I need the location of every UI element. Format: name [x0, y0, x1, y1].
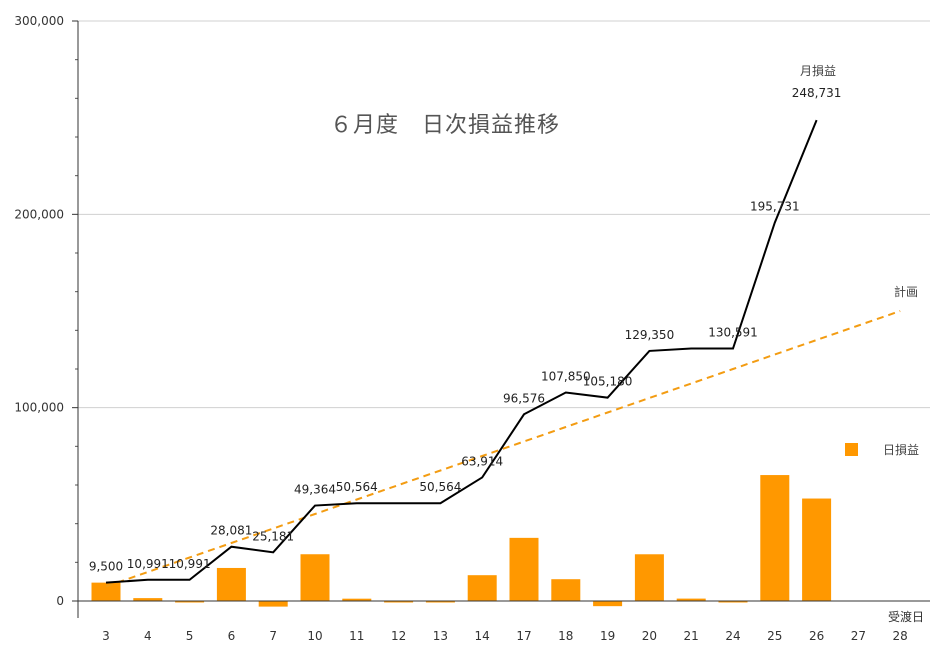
- data-label-monthly: 50,564: [419, 480, 461, 494]
- x-tick-label: 18: [558, 629, 573, 643]
- bar-daily: [634, 554, 664, 601]
- legend: 日損益: [845, 442, 919, 457]
- data-label-monthly: 107,850: [541, 369, 591, 383]
- bar-daily: [133, 598, 163, 601]
- x-tick-label: 4: [144, 629, 152, 643]
- bar-daily: [593, 601, 623, 607]
- chart-title: ６月度 日次損益推移: [330, 113, 560, 138]
- x-tick-label: 6: [228, 629, 236, 643]
- bar-daily: [467, 575, 497, 601]
- x-tick-label: 28: [893, 629, 908, 643]
- data-label-monthly: 49,364: [294, 483, 336, 497]
- bars: [91, 475, 832, 607]
- x-tick-label: 12: [391, 629, 406, 643]
- data-label-monthly: 130,591: [708, 326, 758, 340]
- bar-daily: [300, 554, 330, 601]
- x-tick-label: 14: [475, 629, 490, 643]
- data-label-monthly: 10,991: [127, 557, 169, 571]
- data-label-monthly: 248,731: [792, 86, 842, 100]
- data-label-monthly: 9,500: [89, 560, 123, 574]
- x-axis-label: 受渡日: [888, 609, 924, 624]
- x-tick-label: 20: [642, 629, 657, 643]
- series-line-monthly: [105, 119, 818, 584]
- data-label-monthly: 63,914: [461, 454, 503, 468]
- data-label-monthly: 25,181: [252, 529, 294, 543]
- legend-label-daily: 日損益: [883, 442, 919, 457]
- x-tick-label: 10: [307, 629, 322, 643]
- data-label-monthly: 195,731: [750, 200, 800, 214]
- series-line-plan: [105, 310, 901, 588]
- data-label-monthly: 105,180: [583, 375, 633, 389]
- x-tick-label: 11: [349, 629, 364, 643]
- bar-daily: [509, 537, 539, 601]
- x-tick-label: 24: [725, 629, 740, 643]
- x-tick-label: 17: [516, 629, 531, 643]
- data-label-monthly: 28,081: [210, 524, 252, 538]
- data-label-monthly: 10,991: [169, 557, 211, 571]
- bar-daily: [342, 598, 372, 601]
- data-label-monthly: 129,350: [625, 328, 675, 342]
- x-tick-label: 7: [269, 629, 277, 643]
- bar-daily: [551, 579, 581, 601]
- x-tick-label: 27: [851, 629, 866, 643]
- data-label-monthly: 96,576: [503, 391, 545, 405]
- data-label-monthly: 50,564: [336, 480, 378, 494]
- series-label-monthly: 月損益: [800, 63, 836, 78]
- plan-line: [105, 310, 901, 588]
- bar-daily: [760, 475, 790, 601]
- x-tick-label: 5: [186, 629, 194, 643]
- legend-swatch-daily: [845, 443, 858, 456]
- bar-daily: [216, 567, 246, 601]
- y-tick-label: 200,000: [14, 207, 64, 221]
- month-line: [105, 119, 818, 584]
- x-tick-label: 26: [809, 629, 824, 643]
- series-label-plan: 計画: [894, 284, 918, 299]
- axes: 0 100,000 200,000 300,000 3 4 5 6 7 10 11 12 13 14 17 1…: [14, 14, 930, 643]
- x-tick-label: 13: [433, 629, 448, 643]
- bar-daily: [676, 598, 706, 601]
- grid: [78, 20, 930, 409]
- x-tick-label: 21: [684, 629, 699, 643]
- y-tick-label: 300,000: [14, 14, 64, 28]
- x-tick-label: 25: [767, 629, 782, 643]
- y-tick-label: 100,000: [14, 401, 64, 415]
- bar-daily: [258, 601, 288, 607]
- bar-daily: [802, 498, 832, 601]
- y-tick-label: 0: [56, 594, 64, 608]
- x-tick-label: 3: [102, 629, 110, 643]
- x-tick-label: 19: [600, 629, 615, 643]
- bar-daily: [91, 582, 121, 601]
